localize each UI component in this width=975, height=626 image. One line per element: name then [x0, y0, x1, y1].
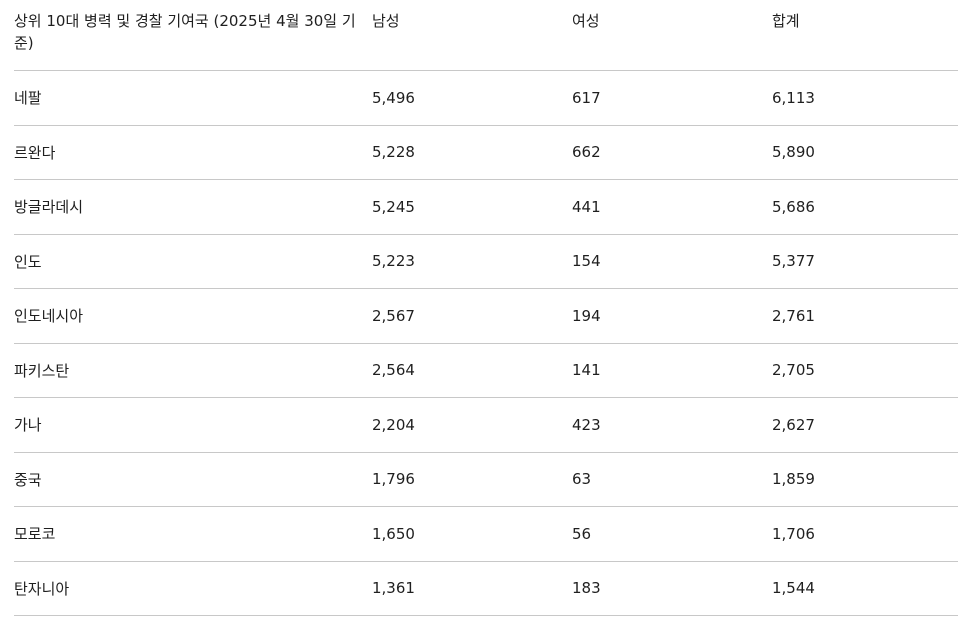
number-cell: 1,650	[372, 506, 572, 562]
number-cell: 2,204	[372, 397, 572, 453]
header-row: 상위 10대 병력 및 경찰 기여국 (2025년 4월 30일 기준) 남성 …	[14, 0, 958, 71]
header-cell: 남성	[372, 0, 572, 71]
data-table: 상위 10대 병력 및 경찰 기여국 (2025년 4월 30일 기준) 남성 …	[14, 0, 958, 616]
number-cell: 63	[572, 452, 772, 507]
table-row: 방글라데시 5,245 441 5,686	[14, 179, 958, 235]
country-cell: 인도네시아	[14, 288, 372, 344]
country-cell: 파키스탄	[14, 343, 372, 398]
number-cell: 6,113	[772, 70, 958, 126]
country-cell: 네팔	[14, 70, 372, 126]
country-cell: 중국	[14, 452, 372, 507]
number-cell: 183	[572, 561, 772, 616]
table-row: 가나 2,204 423 2,627	[14, 397, 958, 453]
country-cell: 르완다	[14, 125, 372, 180]
table-row: 중국 1,796 63 1,859	[14, 452, 958, 507]
number-cell: 154	[572, 234, 772, 289]
number-cell: 423	[572, 397, 772, 453]
country-cell: 탄자니아	[14, 561, 372, 616]
table-row: 르완다 5,228 662 5,890	[14, 125, 958, 180]
number-cell: 5,377	[772, 234, 958, 289]
table-row: 인도네시아 2,567 194 2,761	[14, 288, 958, 344]
number-cell: 2,567	[372, 288, 572, 344]
table-row: 모로코 1,650 56 1,706	[14, 506, 958, 562]
number-cell: 5,223	[372, 234, 572, 289]
number-cell: 5,228	[372, 125, 572, 180]
table-body: 네팔 5,496 617 6,113 르완다 5,228 662 5,890 방글라데시 5,24…	[14, 70, 958, 616]
number-cell: 5,890	[772, 125, 958, 180]
number-cell: 1,859	[772, 452, 958, 507]
table-row: 파키스탄 2,564 141 2,705	[14, 343, 958, 398]
country-cell: 인도	[14, 234, 372, 289]
number-cell: 1,796	[372, 452, 572, 507]
table-row: 인도 5,223 154 5,377	[14, 234, 958, 289]
header-cell: 합계	[772, 0, 958, 71]
number-cell: 1,361	[372, 561, 572, 616]
number-cell: 617	[572, 70, 772, 126]
number-cell: 141	[572, 343, 772, 398]
number-cell: 1,706	[772, 506, 958, 562]
number-cell: 5,245	[372, 179, 572, 235]
number-cell: 2,761	[772, 288, 958, 344]
number-cell: 194	[572, 288, 772, 344]
number-cell: 5,686	[772, 179, 958, 235]
table-row: 네팔 5,496 617 6,113	[14, 70, 958, 126]
number-cell: 2,705	[772, 343, 958, 398]
number-cell: 441	[572, 179, 772, 235]
header-cell: 상위 10대 병력 및 경찰 기여국 (2025년 4월 30일 기준)	[14, 0, 372, 71]
country-cell: 방글라데시	[14, 179, 372, 235]
country-cell: 모로코	[14, 506, 372, 562]
number-cell: 1,544	[772, 561, 958, 616]
table-row: 탄자니아 1,361 183 1,544	[14, 561, 958, 616]
header-cell: 여성	[572, 0, 772, 71]
country-cell: 가나	[14, 397, 372, 453]
number-cell: 5,496	[372, 70, 572, 126]
number-cell: 2,564	[372, 343, 572, 398]
number-cell: 662	[572, 125, 772, 180]
number-cell: 56	[572, 506, 772, 562]
number-cell: 2,627	[772, 397, 958, 453]
